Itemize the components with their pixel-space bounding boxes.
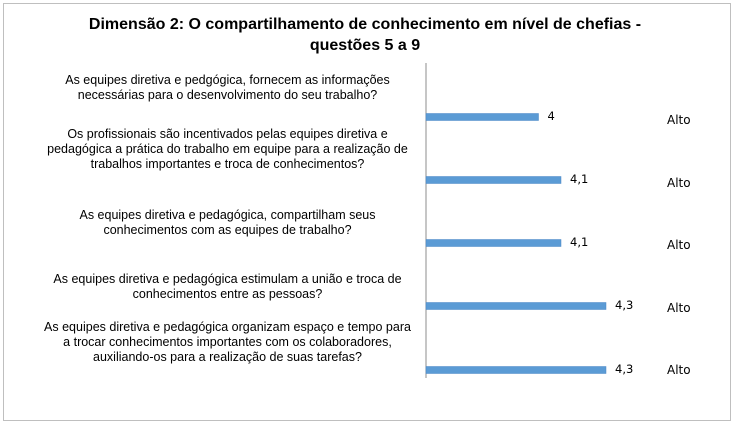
value-label-1: 4 xyxy=(547,109,555,123)
bar-5 xyxy=(425,366,607,374)
category-label-1: As equipes diretiva e pedgógica, fornece… xyxy=(65,73,390,102)
level-label-5: Alto xyxy=(667,363,691,377)
bar-4 xyxy=(425,302,607,310)
value-label-5: 4,3 xyxy=(615,362,634,376)
level-label-2: Alto xyxy=(667,176,691,190)
value-label-3: 4,1 xyxy=(570,235,589,249)
level-label-3: Alto xyxy=(667,238,691,252)
bar-2 xyxy=(425,176,562,184)
category-label-3: As equipes diretiva e pedagógica, compar… xyxy=(79,208,376,237)
category-label-4: As equipes diretiva e pedagógica estimul… xyxy=(53,272,402,301)
category-label-5: As equipes diretiva e pedagógica organiz… xyxy=(44,320,411,364)
value-label-4: 4,3 xyxy=(615,298,634,312)
level-label-4: Alto xyxy=(667,301,691,315)
chart-title: Dimensão 2: O compartilhamento de conhec… xyxy=(88,16,642,54)
bar-3 xyxy=(425,239,562,247)
category-label-2: Os profissionais são incentivados pelas … xyxy=(47,127,408,171)
bar-1 xyxy=(425,113,539,121)
chart-frame xyxy=(3,3,731,421)
level-label-1: Alto xyxy=(667,113,691,127)
value-label-2: 4,1 xyxy=(570,172,589,186)
